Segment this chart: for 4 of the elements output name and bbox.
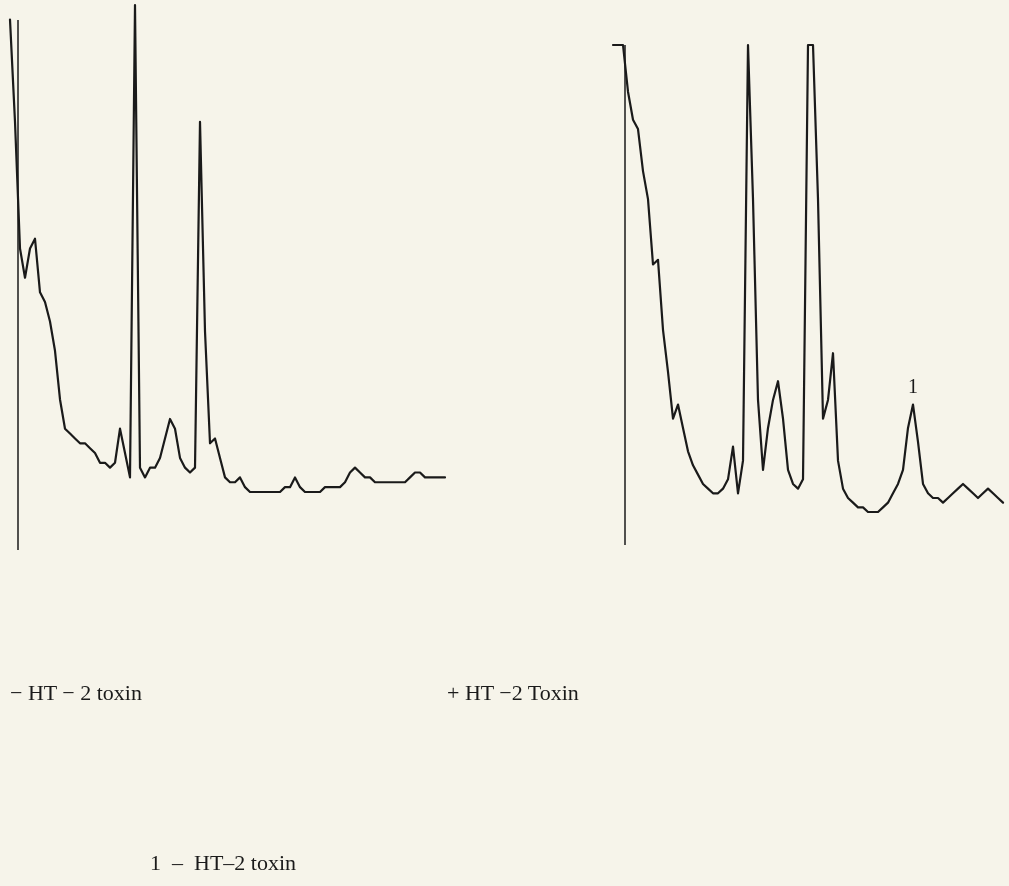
text: + HT −2 Toxin <box>447 680 579 705</box>
text: 1 – HT–2 toxin <box>150 850 297 875</box>
text: − HT − 2 toxin <box>10 680 142 705</box>
annotation: 1 <box>908 374 918 397</box>
